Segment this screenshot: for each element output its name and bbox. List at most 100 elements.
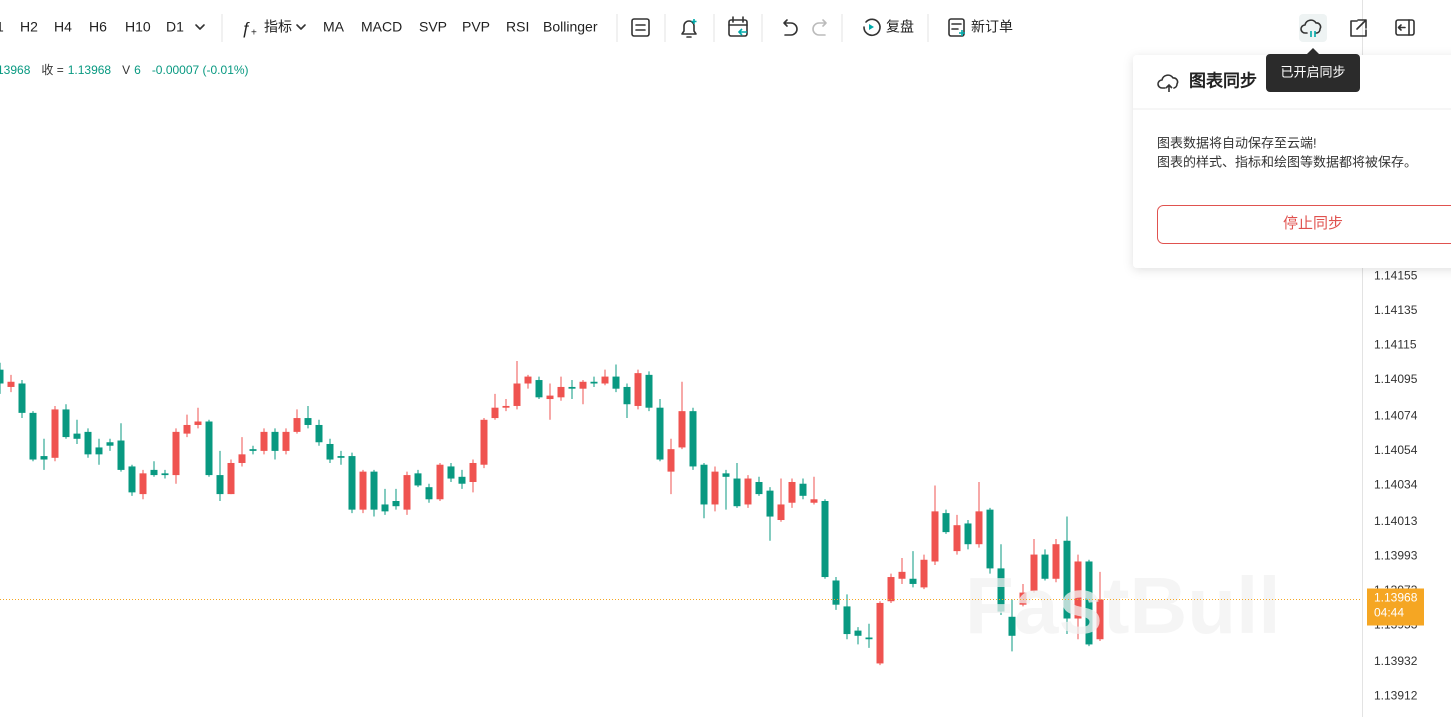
- calendar-icon[interactable]: [728, 16, 748, 37]
- candle-body: [117, 440, 125, 470]
- y-tick-label: 1.14013: [1374, 514, 1418, 528]
- candle-body: [1063, 540, 1071, 619]
- interval-button[interactable]: H6: [89, 19, 107, 35]
- alert-icon[interactable]: [681, 19, 697, 38]
- candle-body: [348, 456, 356, 510]
- candle-body: [403, 475, 411, 510]
- candle-body: [986, 509, 994, 569]
- indicator-button[interactable]: Bollinger: [543, 19, 598, 35]
- candle-body: [623, 386, 631, 405]
- interval-button[interactable]: H10: [125, 19, 151, 35]
- candle-body: [359, 471, 367, 510]
- candle-body: [337, 456, 345, 458]
- cloud-icon[interactable]: [1300, 19, 1322, 34]
- fx-icon[interactable]: +: [251, 28, 257, 39]
- candle-body: [997, 568, 1005, 612]
- interval-button[interactable]: H4: [54, 19, 72, 35]
- candle-body: [326, 443, 334, 460]
- cloud-icon: [1165, 83, 1173, 92]
- candle-body: [205, 421, 213, 476]
- candle-body: [612, 376, 620, 389]
- candle-body: [799, 483, 807, 496]
- cloud-icon: [1310, 31, 1316, 37]
- indicator-button[interactable]: PVP: [462, 19, 490, 35]
- ohlc-status: 13968 收 = 1.13968 V 6 -0.00007 (-0.01%): [0, 63, 249, 77]
- candle-body: [711, 471, 719, 505]
- candle-body: [722, 473, 730, 477]
- candle-body: [84, 431, 92, 455]
- popout-icon[interactable]: [1350, 19, 1367, 37]
- popup-title: 图表同步: [1189, 70, 1257, 90]
- candle-body: [1030, 554, 1038, 591]
- candle-body: [744, 478, 752, 505]
- candle-body: [689, 411, 697, 467]
- replay-button[interactable]: 复盘: [886, 19, 914, 35]
- candle-body: [381, 504, 389, 512]
- interval-button[interactable]: D1: [166, 19, 184, 35]
- stop-sync-label[interactable]: 停止同步: [1283, 215, 1343, 232]
- candle-body: [414, 473, 422, 486]
- status-item: V: [122, 63, 130, 77]
- status-item: 收 =: [41, 63, 63, 77]
- undo-icon[interactable]: [783, 19, 798, 36]
- cloud-sync-button[interactable]: [1299, 14, 1327, 42]
- candle-body: [18, 383, 26, 413]
- toolbar-icons: ƒ +: [195, 14, 1415, 42]
- candle-body: [293, 418, 301, 432]
- candle-body: [194, 421, 202, 425]
- candle-body: [62, 409, 70, 438]
- candle-body: [854, 630, 862, 636]
- candle-body: [425, 487, 433, 500]
- candle-body: [139, 473, 147, 495]
- candle-body: [502, 405, 510, 408]
- dropdown-icon[interactable]: [296, 24, 306, 30]
- candle-body: [821, 501, 829, 578]
- price-tag-countdown: 04:44: [1374, 606, 1404, 620]
- tooltip-box: [1266, 54, 1360, 92]
- indicator-button[interactable]: RSI: [506, 19, 529, 35]
- candle-body: [271, 431, 279, 451]
- candle-body: [447, 466, 455, 479]
- y-tick-label: 1.14095: [1374, 372, 1418, 386]
- candle-body: [436, 464, 444, 500]
- candle-body: [645, 374, 653, 408]
- y-tick-label: 1.14034: [1374, 478, 1418, 492]
- template-icon[interactable]: [631, 18, 650, 37]
- candle-body: [953, 525, 961, 552]
- indicator-button[interactable]: SVP: [419, 19, 447, 35]
- candle-body: [777, 504, 785, 521]
- candle-body: [238, 454, 246, 463]
- candle-body: [1096, 599, 1104, 640]
- replay-icon[interactable]: [863, 18, 881, 37]
- candle-body: [227, 462, 235, 495]
- indicator-button[interactable]: MA: [323, 19, 345, 35]
- interval-button[interactable]: H2: [20, 19, 38, 35]
- candle-body: [557, 386, 565, 398]
- status-item: 6: [134, 63, 141, 77]
- popup-text: 图表的样式、指标和绘图等数据都将被保存。: [1157, 154, 1417, 169]
- candle-body: [535, 380, 543, 398]
- redo-icon[interactable]: [812, 19, 827, 36]
- panel-icon[interactable]: [1395, 19, 1415, 36]
- new-order-button[interactable]: 新订单: [971, 19, 1013, 35]
- candle-body: [876, 602, 884, 664]
- candle-body: [1041, 554, 1049, 579]
- indicator-button[interactable]: MACD: [361, 19, 402, 35]
- tooltip-text: 已开启同步: [1280, 64, 1345, 79]
- watermark: FastBull: [965, 561, 1281, 650]
- indicators-button[interactable]: 指标: [264, 19, 292, 35]
- y-tick-label: 1.14135: [1374, 303, 1418, 317]
- candle-body: [865, 637, 873, 640]
- stop-sync-button[interactable]: [1157, 205, 1451, 244]
- y-tick-label: 1.14115: [1374, 338, 1417, 352]
- candle-body: [0, 369, 4, 384]
- candle-body: [216, 475, 224, 495]
- candle-body: [1019, 592, 1027, 605]
- dropdown-icon[interactable]: [195, 24, 205, 30]
- interval-button[interactable]: 1: [0, 19, 4, 35]
- candle-body: [975, 511, 983, 545]
- order-icon[interactable]: [948, 18, 965, 37]
- fx-icon[interactable]: ƒ: [241, 18, 250, 37]
- candle-body: [392, 501, 400, 507]
